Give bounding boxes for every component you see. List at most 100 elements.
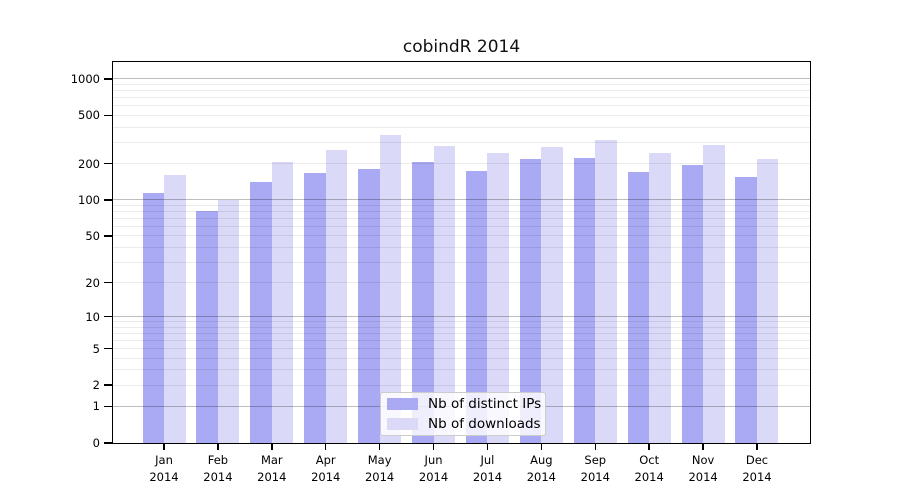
bar-distinct-ips-oct bbox=[627, 172, 650, 443]
gridline-80 bbox=[113, 210, 810, 212]
y-tick-label-20: 20 bbox=[85, 275, 100, 290]
gridline-30 bbox=[113, 261, 810, 263]
y-tick-label-50: 50 bbox=[85, 228, 100, 243]
gridline-300 bbox=[113, 141, 810, 143]
bar-distinct-ips-nov bbox=[681, 165, 704, 443]
bar-distinct-ips-sep bbox=[573, 157, 596, 443]
bar-distinct-ips-may bbox=[358, 169, 380, 443]
gridline-9 bbox=[113, 321, 810, 323]
gridline-10 bbox=[113, 316, 810, 318]
y-tick-label-1: 1 bbox=[92, 399, 100, 414]
gridline-2 bbox=[113, 384, 810, 386]
legend-swatch-distinct-ips bbox=[387, 397, 418, 410]
legend: Nb of distinct IPs Nb of downloads bbox=[380, 392, 546, 436]
x-tick-mark-jul bbox=[486, 444, 489, 450]
bars-layer bbox=[113, 62, 810, 443]
x-tick-mark-aug bbox=[540, 444, 543, 450]
gridline-900 bbox=[113, 84, 810, 86]
gridline-400 bbox=[113, 126, 810, 128]
x-tick-mark-oct bbox=[648, 444, 650, 450]
x-tick-mark-jun bbox=[432, 444, 435, 450]
legend-swatch-downloads bbox=[387, 418, 418, 431]
x-tick-label-jan: Jan 2014 bbox=[149, 453, 179, 484]
y-tick-mark-1 bbox=[104, 405, 113, 408]
x-tick-mark-jan bbox=[163, 444, 165, 450]
legend-label-distinct-ips: Nb of distinct IPs bbox=[428, 395, 542, 412]
gridline-50 bbox=[113, 235, 810, 237]
bar-distinct-ips-dec bbox=[735, 176, 757, 443]
gridline-70 bbox=[113, 217, 810, 219]
x-tick-mark-sep bbox=[594, 444, 596, 450]
bar-downloads-aug bbox=[541, 147, 563, 443]
y-tick-label-500: 500 bbox=[78, 108, 100, 123]
bar-distinct-ips-jun bbox=[412, 161, 434, 443]
bar-downloads-mar bbox=[271, 161, 294, 443]
plot-area bbox=[112, 61, 811, 444]
gridline-6 bbox=[113, 339, 810, 341]
gridline-700 bbox=[113, 97, 810, 99]
x-tick-label-jul: Jul 2014 bbox=[472, 453, 503, 484]
legend-item-downloads: Nb of downloads bbox=[381, 415, 545, 434]
bar-downloads-feb bbox=[217, 199, 240, 443]
chart-title: cobindR 2014 bbox=[402, 37, 521, 57]
bar-downloads-apr bbox=[325, 150, 348, 443]
gridline-200 bbox=[113, 163, 810, 165]
x-tick-label-aug: Aug 2014 bbox=[526, 453, 556, 484]
gridline-100 bbox=[113, 199, 810, 201]
bar-downloads-dec bbox=[756, 159, 779, 443]
bar-distinct-ips-mar bbox=[250, 182, 272, 443]
y-tick-mark-200 bbox=[104, 162, 113, 165]
y-tick-mark-50 bbox=[104, 235, 113, 237]
gridline-1000 bbox=[113, 78, 810, 80]
gridline-7 bbox=[113, 332, 810, 334]
bar-distinct-ips-apr bbox=[304, 173, 326, 443]
gridline-90 bbox=[113, 204, 810, 206]
gridline-800 bbox=[113, 90, 810, 92]
bar-downloads-sep bbox=[595, 139, 617, 443]
legend-label-downloads: Nb of downloads bbox=[428, 416, 541, 433]
bar-downloads-jul bbox=[487, 152, 509, 443]
x-tick-mark-nov bbox=[702, 444, 704, 450]
y-tick-mark-500 bbox=[104, 114, 113, 117]
y-tick-mark-5 bbox=[104, 347, 113, 350]
gridline-8 bbox=[113, 326, 810, 328]
y-tick-label-10: 10 bbox=[85, 309, 100, 324]
x-tick-mark-may bbox=[378, 444, 381, 450]
gridline-60 bbox=[113, 225, 810, 227]
bar-distinct-ips-jan bbox=[142, 192, 164, 443]
y-tick-label-0: 0 bbox=[92, 436, 100, 450]
legend-item-distinct-ips: Nb of distinct IPs bbox=[381, 394, 545, 413]
bar-distinct-ips-aug bbox=[519, 159, 542, 443]
x-tick-label-dec: Dec 2014 bbox=[742, 453, 772, 484]
x-tick-label-jun: Jun 2014 bbox=[418, 453, 449, 484]
gridline-40 bbox=[113, 246, 810, 248]
y-tick-mark-10 bbox=[104, 315, 113, 318]
x-tick-label-mar: Mar 2014 bbox=[257, 453, 287, 484]
gridline-20 bbox=[113, 282, 810, 284]
y-tick-label-200: 200 bbox=[78, 156, 100, 171]
x-tick-label-sep: Sep 2014 bbox=[580, 453, 610, 484]
x-tick-mark-dec bbox=[756, 444, 758, 450]
x-tick-label-feb: Feb 2014 bbox=[203, 453, 233, 484]
x-tick-mark-feb bbox=[217, 444, 219, 450]
y-tick-label-100: 100 bbox=[78, 192, 100, 207]
x-tick-label-oct: Oct 2014 bbox=[634, 453, 664, 484]
x-tick-mark-apr bbox=[325, 444, 327, 450]
bar-downloads-jun bbox=[433, 145, 456, 443]
gridline-600 bbox=[113, 105, 810, 107]
x-tick-label-may: May 2014 bbox=[364, 453, 395, 484]
x-tick-label-nov: Nov 2014 bbox=[688, 453, 718, 484]
y-tick-label-5: 5 bbox=[92, 341, 100, 356]
gridline-3 bbox=[113, 369, 810, 371]
bar-downloads-nov bbox=[703, 144, 725, 443]
y-tick-label-2: 2 bbox=[92, 378, 100, 393]
y-tick-mark-0 bbox=[104, 442, 113, 444]
gridline-4 bbox=[113, 357, 810, 359]
bar-downloads-may bbox=[379, 134, 402, 443]
y-tick-mark-1000 bbox=[104, 78, 113, 80]
bar-distinct-ips-feb bbox=[196, 211, 218, 443]
gridlines-layer bbox=[113, 62, 810, 443]
y-tick-label-1000: 1000 bbox=[70, 71, 100, 86]
gridline-500 bbox=[113, 114, 810, 116]
